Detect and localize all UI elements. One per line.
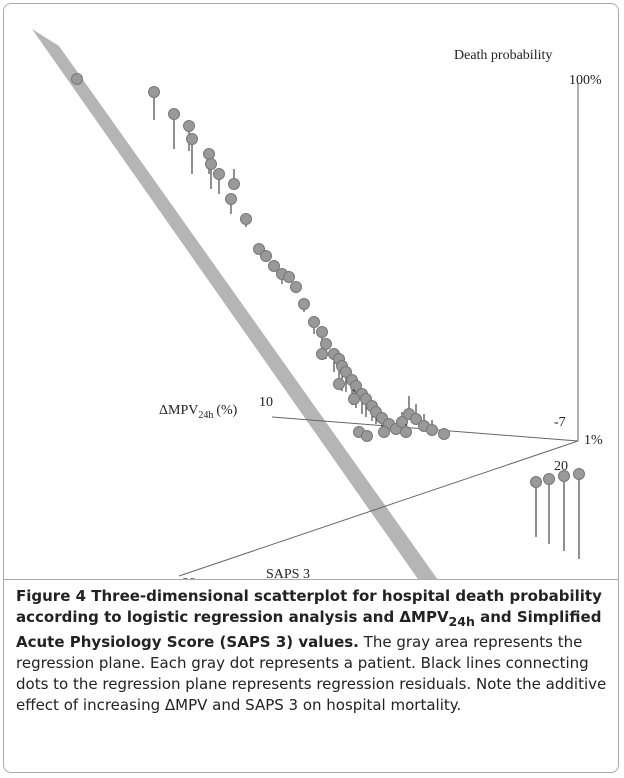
dot: [340, 366, 352, 378]
dot: [396, 416, 408, 428]
dot: [543, 473, 555, 485]
dot: [240, 213, 252, 225]
dot: [426, 424, 438, 436]
dot: [213, 168, 225, 180]
caption-title-part: Figure 4 Three-dimensional scatterplot f…: [16, 587, 602, 626]
dot: [260, 250, 272, 262]
dot: [410, 413, 422, 425]
regression-plane: [32, 29, 438, 579]
dot: [361, 430, 373, 442]
points: [71, 73, 585, 559]
y-axis-label: SAPS 3: [266, 567, 310, 579]
dot: [228, 178, 240, 190]
tick-label: 20: [554, 459, 568, 474]
caption: Figure 4 Three-dimensional scatterplot f…: [4, 579, 618, 722]
plot: Death probability 100% 1% ΔMPV24h (%) 10 …: [32, 29, 603, 579]
dot: [333, 378, 345, 390]
dot: [283, 271, 295, 283]
dot: [225, 193, 237, 205]
tick-label: 100%: [569, 73, 602, 88]
dot: [268, 260, 280, 272]
tick-label: 90: [182, 576, 196, 579]
dot: [71, 73, 83, 85]
dot: [148, 86, 160, 98]
caption-text: The gray area represents the regression …: [16, 633, 607, 714]
label-main: ΔMPV: [159, 403, 198, 418]
tick-label: 1%: [584, 433, 603, 448]
dot: [203, 148, 215, 160]
dot: [350, 380, 362, 392]
dot: [320, 338, 332, 350]
dot: [290, 281, 302, 293]
dot: [316, 326, 328, 338]
dot: [253, 243, 265, 255]
x-axis-label: ΔMPV24h (%): [159, 403, 238, 421]
dot: [308, 316, 320, 328]
caption-title-part: and Simplified Acute Physiology Score (S…: [16, 608, 602, 651]
dot: [348, 393, 360, 405]
dot: [378, 426, 390, 438]
figure-box: Death probability 100% 1% ΔMPV24h (%) 10 …: [3, 3, 619, 773]
dot: [573, 468, 585, 480]
label-unit: (%): [216, 403, 237, 418]
dot: [438, 428, 450, 440]
dot: [205, 158, 217, 170]
caption-title-sub: 24h: [448, 614, 475, 629]
dot: [298, 298, 310, 310]
dot: [530, 476, 542, 488]
dot: [183, 120, 195, 132]
label-sub: 24h: [198, 410, 213, 421]
caption-title: Figure 4 Three-dimensional scatterplot f…: [16, 587, 602, 651]
dot: [186, 133, 198, 145]
z-axis-label: Death probability: [454, 48, 552, 63]
dot: [558, 470, 570, 482]
dot: [168, 108, 180, 120]
tick-label: 10: [259, 395, 273, 410]
dot: [316, 348, 328, 360]
dot: [400, 426, 412, 438]
tick-label: -7: [554, 415, 566, 430]
